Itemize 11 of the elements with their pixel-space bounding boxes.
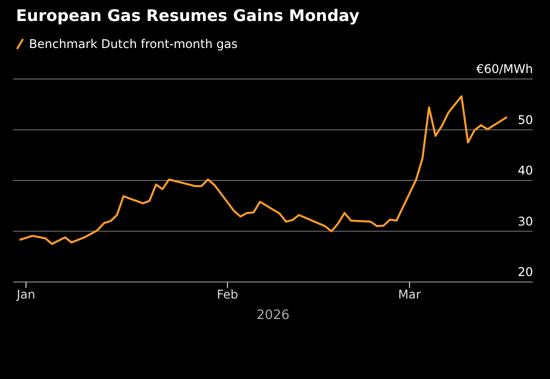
y-tick-label: 50 bbox=[518, 112, 533, 127]
x-tick-label: Jan bbox=[16, 288, 36, 302]
y-tick-label: 40 bbox=[518, 164, 533, 178]
x-axis-title: 2026 bbox=[256, 308, 290, 324]
y-tick-label: €60/MWh bbox=[476, 62, 533, 76]
chart-title: European Gas Resumes Gains Monday bbox=[16, 6, 360, 25]
legend-label: Benchmark Dutch front-month gas bbox=[28, 37, 238, 51]
y-tick-label: 30 bbox=[518, 214, 533, 228]
x-tick-label: Feb bbox=[216, 288, 238, 302]
y-tick-label: 20 bbox=[518, 265, 533, 279]
x-tick-label: Mar bbox=[398, 288, 421, 302]
